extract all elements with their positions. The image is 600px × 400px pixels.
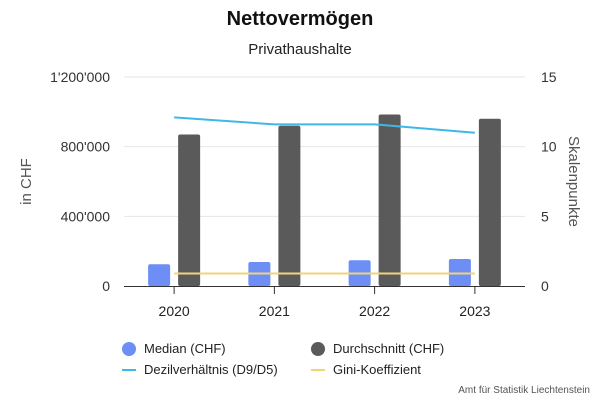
credits[interactable]: Amt für Statistik Liechtenstein [458, 385, 590, 396]
y-tick-label-left: 400'000 [61, 208, 111, 224]
y-tick-label-left: 0 [102, 278, 110, 294]
legend-item-decile-ratio[interactable]: Dezilverhältnis (D9/D5) [122, 362, 278, 377]
bar-average [178, 134, 201, 286]
legend-marker-median [122, 341, 136, 356]
x-tick-label: 2022 [359, 303, 390, 319]
y-axis-title-left: in CHF [18, 158, 35, 205]
legend-label-gini: Gini-Koeffizient [333, 362, 421, 377]
y-tick-label-right: 15 [541, 69, 557, 85]
chart-subtitle: Privathaushalte [248, 41, 352, 58]
legend-item-gini[interactable]: Gini-Koeffizient [311, 362, 421, 377]
bar-average [278, 125, 301, 287]
y-tick-label-right: 0 [541, 278, 549, 294]
x-tick-label: 2023 [459, 303, 490, 319]
x-tick-label: 2021 [259, 303, 290, 319]
legend-marker-average [311, 341, 325, 356]
legend-label-median: Median (CHF) [144, 341, 226, 356]
series-line-decile-ratio [174, 116, 475, 134]
y-axis-title-right: Skalenpunkte [565, 136, 582, 227]
bar-average [478, 118, 501, 286]
chart-title: Nettovermögen [226, 8, 374, 30]
bar-average [378, 114, 401, 286]
legend-item-median[interactable]: Median (CHF) [122, 341, 226, 356]
y-tick-label-right: 5 [541, 208, 549, 224]
legend-label-average: Durchschnitt (CHF) [333, 341, 445, 356]
legend-marker-gini [311, 368, 325, 371]
legend-label-decile-ratio: Dezilverhältnis (D9/D5) [144, 362, 278, 377]
y-tick-label-right: 10 [541, 139, 557, 155]
legend-marker-decile-ratio [122, 368, 136, 371]
x-tick-label: 2020 [159, 303, 190, 319]
y-tick-label-left: 1'200'000 [50, 69, 110, 85]
bar-median [148, 264, 171, 286]
legend-item-average[interactable]: Durchschnitt (CHF) [311, 341, 444, 356]
y-tick-label-left: 800'000 [61, 139, 111, 155]
